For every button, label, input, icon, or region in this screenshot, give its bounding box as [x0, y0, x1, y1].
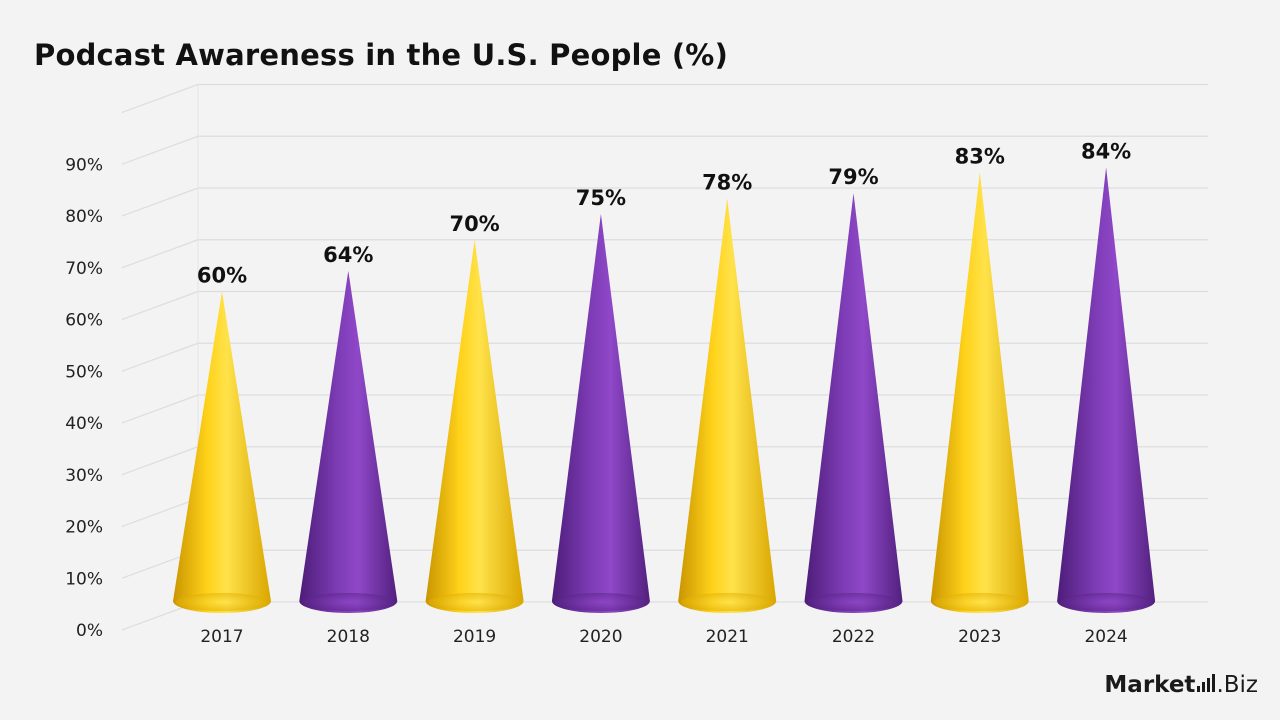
x-tick-label: 2024: [1084, 627, 1127, 647]
cone-2023: [930, 172, 1029, 614]
gridline-side: [121, 187, 199, 217]
logo-text-biz: .Biz: [1216, 672, 1258, 698]
cone-base-highlight: [1060, 593, 1153, 611]
logo-bars-icon: [1197, 672, 1216, 692]
gridline-side: [121, 497, 199, 528]
cones: [173, 167, 1156, 614]
gridline-side: [121, 290, 199, 321]
cone-body: [551, 213, 650, 613]
gridline-side: [121, 239, 199, 269]
y-tick-label: 30%: [65, 466, 103, 486]
cone-2022: [804, 193, 903, 614]
brand-logo: Market .Biz: [1104, 672, 1258, 698]
data-label: 78%: [702, 170, 752, 194]
cone-body: [1057, 167, 1156, 614]
gridline-side: [121, 342, 199, 372]
y-tick-label: 40%: [65, 414, 103, 434]
y-tick-label: 50%: [65, 362, 103, 382]
x-tick-label: 2019: [453, 627, 496, 647]
data-label: 79%: [828, 165, 878, 189]
cone-2018: [299, 270, 398, 613]
gridline-side: [121, 83, 199, 114]
y-tick-label: 90%: [65, 155, 103, 175]
cone-base-highlight: [681, 593, 774, 611]
y-tick-label: 0%: [76, 621, 103, 641]
cone-body: [678, 198, 777, 613]
cone-body: [299, 270, 398, 613]
y-tick-label: 60%: [65, 311, 103, 331]
x-tick-label: 2021: [706, 627, 749, 647]
data-label: 75%: [576, 186, 626, 210]
grid-layer: [121, 83, 1208, 631]
y-tick-label: 20%: [65, 518, 103, 538]
cone-body: [930, 172, 1029, 614]
gridline-side: [121, 135, 199, 165]
data-label: 64%: [323, 243, 373, 267]
x-tick-label: 2020: [579, 627, 622, 647]
data-labels: 60% 64% 70% 75% 78% 79% 83% 84%: [197, 139, 1131, 287]
cone-2024: [1057, 167, 1156, 614]
data-label: 83%: [955, 144, 1005, 168]
data-label: 84%: [1081, 139, 1131, 163]
logo-text-market: Market: [1104, 672, 1196, 698]
cone-2017: [173, 291, 271, 613]
cone-2021: [678, 198, 777, 613]
cone-base-highlight: [554, 593, 647, 611]
y-tick-label: 80%: [65, 207, 103, 227]
cone-base-highlight: [807, 593, 900, 611]
cone-base-highlight: [302, 593, 395, 611]
cone-2019: [425, 239, 524, 613]
x-axis-ticks: 2017 2018 2019 2020 2021 2022 2023 2024: [200, 627, 1127, 647]
cone-base-highlight: [933, 593, 1026, 611]
gridline-side: [121, 446, 199, 476]
cone-base-highlight: [176, 593, 268, 611]
cone-body: [804, 193, 903, 614]
y-axis-ticks: 0% 10% 20% 30% 40% 50% 60% 70% 80% 90%: [65, 155, 103, 641]
y-tick-label: 70%: [65, 259, 103, 279]
y-tick-label: 10%: [65, 569, 103, 589]
x-tick-label: 2017: [200, 627, 243, 647]
data-label: 60%: [197, 264, 247, 288]
x-tick-label: 2023: [958, 627, 1001, 647]
x-tick-label: 2018: [327, 627, 370, 647]
x-tick-label: 2022: [832, 627, 875, 647]
gridline-side: [121, 394, 199, 424]
cone-2020: [551, 213, 650, 613]
cone-body: [425, 239, 524, 613]
chart-title: Podcast Awareness in the U.S. People (%): [34, 38, 729, 72]
cone-body: [173, 291, 271, 613]
data-label: 70%: [449, 212, 499, 236]
cone-base-highlight: [428, 593, 521, 611]
